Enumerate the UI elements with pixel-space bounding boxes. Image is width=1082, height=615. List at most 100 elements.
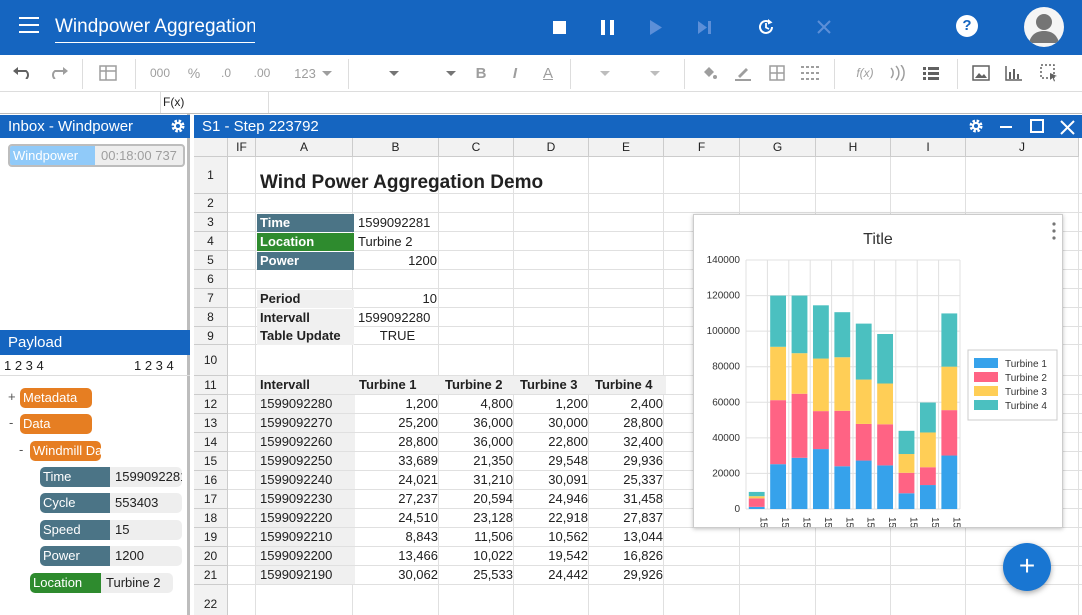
- table-value-cell[interactable]: 24,442: [548, 567, 588, 582]
- row-header[interactable]: 3: [194, 213, 228, 232]
- row-header[interactable]: 4: [194, 232, 228, 251]
- row-header[interactable]: 15: [194, 452, 228, 471]
- row-header[interactable]: 11: [194, 376, 228, 395]
- valign-select[interactable]: [640, 55, 670, 91]
- table-header[interactable]: Turbine 4: [591, 376, 666, 394]
- table-value-cell[interactable]: 29,548: [548, 453, 588, 468]
- row-header[interactable]: 10: [194, 345, 228, 376]
- undo-icon[interactable]: [10, 55, 36, 91]
- expand-icon[interactable]: +: [8, 389, 16, 404]
- column-header[interactable]: IF: [228, 138, 256, 157]
- table-interval-cell[interactable]: 1599092210: [256, 528, 355, 546]
- table-value-cell[interactable]: 29,936: [623, 453, 663, 468]
- font-size-select[interactable]: [417, 55, 461, 91]
- row-header[interactable]: 1: [194, 157, 228, 194]
- payload-location-value[interactable]: Turbine 2: [101, 573, 173, 593]
- table-value-cell[interactable]: 19,542: [548, 548, 588, 563]
- info-location-value[interactable]: Turbine 2: [358, 234, 413, 249]
- table-value-cell[interactable]: 30,062: [398, 567, 438, 582]
- chart-panel[interactable]: Title 0 20000 40000 60000 80000 100000 120000 14…: [693, 214, 1063, 573]
- sheet-settings-icon[interactable]: [968, 118, 984, 141]
- column-header[interactable]: C: [439, 138, 514, 157]
- font-color-button[interactable]: A: [542, 64, 553, 82]
- table-value-cell[interactable]: 10,562: [548, 529, 588, 544]
- table-header[interactable]: Turbine 3: [516, 376, 591, 394]
- table-value-cell[interactable]: 28,800: [398, 434, 438, 449]
- table-value-cell[interactable]: 24,021: [398, 472, 438, 487]
- number-format-select[interactable]: 123: [288, 55, 338, 91]
- maximize-icon[interactable]: [1030, 119, 1044, 133]
- table-interval-cell[interactable]: 1599092230: [256, 490, 355, 508]
- period-value[interactable]: 10: [422, 291, 437, 306]
- table-value-cell[interactable]: 24,946: [548, 491, 588, 506]
- table-value-cell[interactable]: 31,458: [623, 491, 663, 506]
- inbox-item[interactable]: Windpower 00:18:00 737: [8, 144, 185, 167]
- decrease-decimal-button[interactable]: .0: [220, 66, 231, 80]
- period-label[interactable]: Period: [257, 290, 354, 308]
- table-interval-cell[interactable]: 1599092200: [256, 547, 355, 565]
- row-header[interactable]: 9: [194, 327, 228, 345]
- table-value-cell[interactable]: 1,200: [405, 396, 438, 411]
- table-header[interactable]: Turbine 1: [355, 376, 441, 394]
- inbox-settings-icon[interactable]: [170, 118, 186, 141]
- table-interval-cell[interactable]: 1599092260: [256, 433, 355, 451]
- step-forward-icon[interactable]: [691, 14, 717, 40]
- thousands-separator-button[interactable]: 000: [149, 66, 171, 80]
- pager-left[interactable]: 1 2 3 4: [4, 358, 44, 373]
- table-value-cell[interactable]: 25,337: [623, 472, 663, 487]
- chart-icon[interactable]: [1001, 55, 1027, 91]
- table-interval-cell[interactable]: 1599092240: [256, 471, 355, 489]
- avatar[interactable]: [1024, 7, 1064, 47]
- table-update-value[interactable]: TRUE: [379, 328, 416, 343]
- row-header[interactable]: 16: [194, 471, 228, 490]
- payload-power-value[interactable]: 1200: [110, 546, 182, 566]
- merge-cells-icon[interactable]: [798, 55, 822, 91]
- payload-time-value[interactable]: 1599092281: [110, 467, 182, 487]
- table-value-cell[interactable]: 36,000: [473, 415, 513, 430]
- table-header[interactable]: Intervall: [256, 376, 355, 394]
- table-value-cell[interactable]: 10,022: [473, 548, 513, 563]
- chart-menu-icon[interactable]: [1052, 222, 1056, 240]
- table-value-cell[interactable]: 2,400: [630, 396, 663, 411]
- row-header[interactable]: 5: [194, 251, 228, 270]
- corner-cell[interactable]: [194, 138, 228, 157]
- column-header[interactable]: D: [514, 138, 589, 157]
- info-power-value[interactable]: 1200: [408, 253, 437, 268]
- interval-label[interactable]: Intervall: [257, 309, 354, 327]
- column-header[interactable]: B: [353, 138, 439, 157]
- redo-icon[interactable]: [45, 55, 71, 91]
- list-icon[interactable]: [918, 55, 944, 91]
- info-location-label[interactable]: Location: [257, 233, 354, 251]
- column-header[interactable]: G: [740, 138, 816, 157]
- row-header[interactable]: 7: [194, 289, 228, 308]
- info-power-label[interactable]: Power: [257, 252, 354, 270]
- table-interval-cell[interactable]: 1599092270: [256, 414, 355, 432]
- table-header[interactable]: Turbine 2: [441, 376, 516, 394]
- row-header[interactable]: 6: [194, 270, 228, 289]
- row-header[interactable]: 22: [194, 585, 228, 615]
- fill-color-icon[interactable]: [697, 55, 721, 91]
- row-header[interactable]: 17: [194, 490, 228, 509]
- payload-speed-value[interactable]: 15: [110, 520, 182, 540]
- table-interval-cell[interactable]: 1599092190: [256, 566, 355, 584]
- close-icon[interactable]: [811, 14, 837, 40]
- percent-button[interactable]: %: [187, 65, 201, 81]
- column-header[interactable]: J: [966, 138, 1079, 157]
- table-value-cell[interactable]: 8,843: [405, 529, 438, 544]
- tree-node-data[interactable]: Data: [20, 414, 92, 434]
- row-header[interactable]: 21: [194, 566, 228, 585]
- help-icon[interactable]: ?: [956, 15, 978, 37]
- table-interval-cell[interactable]: 1599092250: [256, 452, 355, 470]
- add-icon[interactable]: +: [1003, 543, 1051, 591]
- selection-icon[interactable]: [1036, 55, 1062, 91]
- image-icon[interactable]: [968, 55, 994, 91]
- table-value-cell[interactable]: 27,237: [398, 491, 438, 506]
- table-value-cell[interactable]: 28,800: [623, 415, 663, 430]
- tree-node-metadata[interactable]: Metadata: [20, 388, 92, 408]
- pager-right[interactable]: 1 2 3 4: [134, 358, 174, 373]
- reset-icon[interactable]: [753, 14, 779, 40]
- table-value-cell[interactable]: 1,200: [555, 396, 588, 411]
- borders-icon[interactable]: [765, 55, 789, 91]
- format-table-icon[interactable]: [95, 55, 121, 91]
- table-value-cell[interactable]: 30,091: [548, 472, 588, 487]
